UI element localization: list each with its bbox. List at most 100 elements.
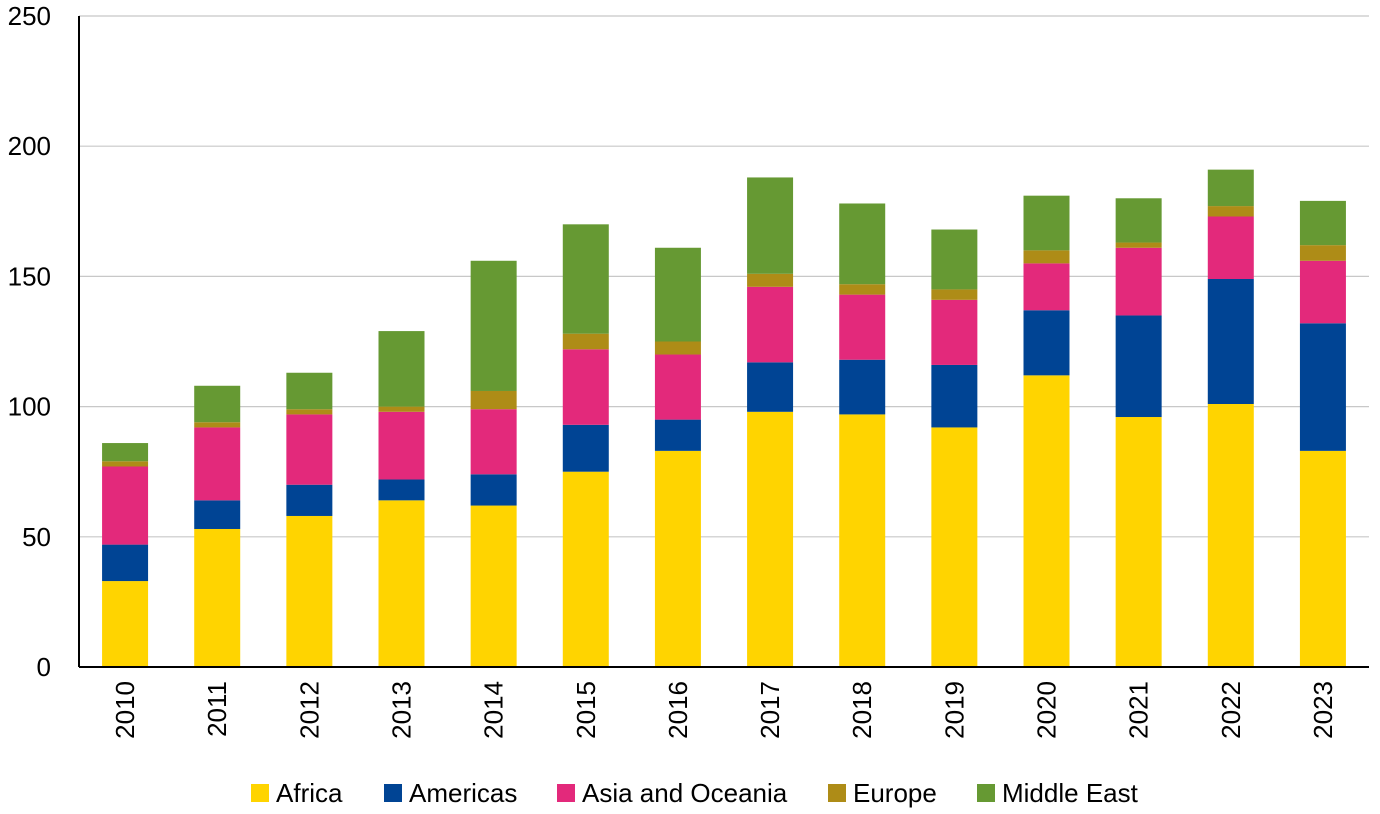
legend-swatch	[384, 784, 402, 802]
bar-segment-asia-and-oceania	[839, 294, 886, 360]
bar-segment-europe	[839, 284, 886, 295]
bar-segment-africa	[470, 505, 517, 667]
y-tick-label: 250	[8, 1, 51, 31]
bar-segment-middle-east	[286, 372, 333, 410]
bar-segment-middle-east	[654, 247, 701, 342]
legend-swatch	[251, 784, 269, 802]
bar-segment-africa	[654, 450, 701, 667]
bar-segment-americas	[1115, 315, 1162, 418]
x-tick-label: 2022	[1216, 681, 1246, 739]
y-tick-label: 200	[8, 131, 51, 161]
bar-segment-asia-and-oceania	[654, 354, 701, 420]
y-tick-label: 50	[22, 522, 51, 552]
bar-segment-europe	[1115, 242, 1162, 248]
bar-segment-europe	[102, 461, 149, 467]
bar-segment-middle-east	[1023, 195, 1070, 251]
bar-segment-europe	[747, 273, 794, 287]
x-tick-label: 2016	[663, 681, 693, 739]
bar-segment-africa	[286, 515, 333, 667]
x-tick-labels: 2010 2011 2012 2013 2014 2015 2016 2017 2018 2019…	[110, 681, 1338, 739]
bar-segment-middle-east	[1207, 169, 1254, 207]
bar-segment-asia-and-oceania	[747, 286, 794, 363]
y-tick-label: 0	[37, 652, 51, 682]
bar-segment-africa	[194, 528, 241, 667]
legend-label: Africa	[276, 778, 343, 808]
bar-segment-middle-east	[562, 224, 609, 334]
bar-segment-americas	[747, 362, 794, 412]
bar-segment-africa	[1299, 450, 1346, 667]
x-tick-label: 2012	[294, 681, 324, 739]
x-tick-label: 2021	[1124, 681, 1154, 739]
bar-segment-africa	[1207, 403, 1254, 667]
x-tick-label: 2010	[110, 681, 140, 739]
bar-segment-africa	[378, 500, 425, 667]
bar-segment-americas	[378, 479, 425, 501]
bar-segment-middle-east	[931, 229, 978, 290]
bar-segment-asia-and-oceania	[470, 409, 517, 475]
x-tick-label: 2019	[939, 681, 969, 739]
bar-segment-asia-and-oceania	[1023, 263, 1070, 311]
bar-segment-americas	[654, 419, 701, 451]
bars	[102, 169, 1346, 667]
bar-segment-africa	[102, 581, 149, 667]
bar-segment-europe	[1299, 245, 1346, 261]
bar-segment-middle-east	[470, 260, 517, 391]
bar-segment-europe	[1207, 206, 1254, 217]
bar-segment-americas	[102, 544, 149, 582]
bar-segment-africa	[747, 411, 794, 667]
legend-swatch	[977, 784, 995, 802]
bar-segment-europe	[378, 406, 425, 412]
bar-segment-americas	[839, 359, 886, 415]
legend-swatch	[557, 784, 575, 802]
axes	[78, 16, 1369, 668]
bar-segment-middle-east	[747, 177, 794, 274]
bar-segment-europe	[931, 289, 978, 300]
bar-segment-europe	[562, 333, 609, 350]
bar-segment-europe	[1023, 250, 1070, 264]
x-tick-label: 2015	[571, 681, 601, 739]
legend-label: Middle East	[1002, 778, 1139, 808]
bar-segment-africa	[931, 427, 978, 667]
legend-label: Americas	[409, 778, 517, 808]
bar-segment-middle-east	[194, 385, 241, 423]
bar-segment-americas	[470, 474, 517, 506]
bar-segment-africa	[1023, 375, 1070, 667]
bar-segment-asia-and-oceania	[562, 349, 609, 425]
bar-segment-africa	[562, 471, 609, 667]
bar-segment-africa	[1115, 417, 1162, 667]
y-tick-label: 100	[8, 392, 51, 422]
legend-label: Europe	[853, 778, 937, 808]
gridlines	[79, 15, 1369, 538]
bar-segment-middle-east	[1115, 198, 1162, 243]
legend: Africa Americas Asia and Oceania Europe Midd…	[251, 778, 1139, 808]
x-tick-label: 2013	[387, 681, 417, 739]
bar-segment-middle-east	[378, 331, 425, 407]
x-tick-label: 2018	[847, 681, 877, 739]
x-tick-label: 2017	[755, 681, 785, 739]
bar-segment-americas	[1299, 323, 1346, 451]
x-tick-label: 2023	[1308, 681, 1338, 739]
bar-segment-middle-east	[839, 203, 886, 285]
bar-segment-middle-east	[1299, 200, 1346, 246]
x-tick-label: 2020	[1032, 681, 1062, 739]
bar-segment-americas	[931, 364, 978, 428]
bar-segment-africa	[839, 414, 886, 667]
bar-segment-asia-and-oceania	[286, 414, 333, 485]
bar-segment-asia-and-oceania	[194, 427, 241, 501]
bar-segment-asia-and-oceania	[931, 299, 978, 365]
bar-segment-europe	[194, 422, 241, 428]
x-tick-label: 2014	[479, 681, 509, 739]
bar-segment-europe	[286, 409, 333, 415]
bar-segment-asia-and-oceania	[102, 466, 149, 545]
x-tick-label: 2011	[202, 681, 232, 737]
bar-segment-americas	[1207, 279, 1254, 404]
bar-segment-middle-east	[102, 443, 149, 462]
legend-label: Asia and Oceania	[582, 778, 788, 808]
y-tick-labels: 0 50 100 150 200 250	[8, 1, 51, 682]
bar-segment-americas	[1023, 310, 1070, 376]
bar-segment-asia-and-oceania	[378, 411, 425, 480]
bar-segment-europe	[470, 390, 517, 410]
bar-segment-europe	[654, 341, 701, 355]
